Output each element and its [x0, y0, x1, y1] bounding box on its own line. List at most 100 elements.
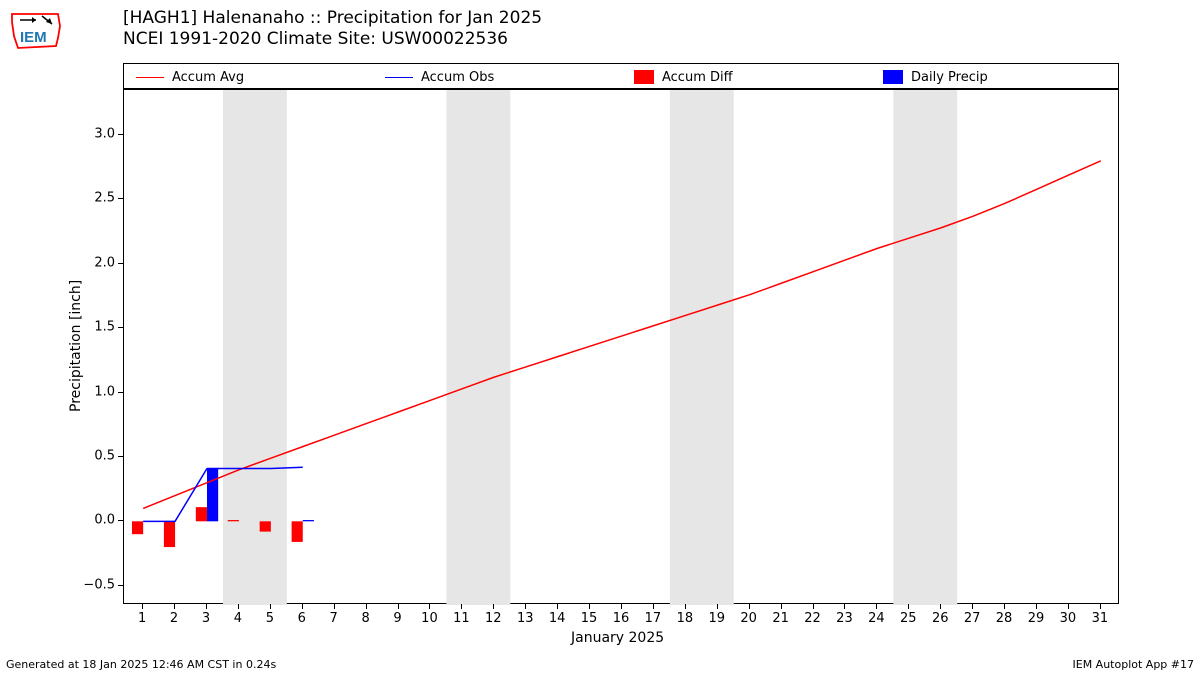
line-accum-avg — [143, 161, 1101, 509]
footer-left: Generated at 18 Jan 2025 12:46 AM CST in… — [6, 658, 276, 671]
legend-item: Accum Avg — [136, 66, 244, 88]
x-tick-mark — [876, 604, 877, 609]
x-tick-label: 26 — [932, 611, 949, 626]
x-tick-label: 7 — [330, 611, 338, 626]
bar-daily-precip — [303, 520, 314, 521]
y-tick-label: 0.0 — [83, 513, 115, 528]
y-tick-mark — [118, 520, 123, 521]
x-tick-label: 19 — [708, 611, 725, 626]
x-tick-label: 3 — [202, 611, 210, 626]
bar-accum-diff — [196, 507, 207, 521]
x-tick-label: 2 — [170, 611, 178, 626]
legend-label: Accum Diff — [662, 70, 733, 85]
x-tick-mark — [589, 604, 590, 609]
chart-root: { "meta": { "title_line1": "[HAGH1] Hale… — [0, 0, 1200, 675]
x-tick-mark — [398, 604, 399, 609]
legend-swatch-patch — [634, 70, 654, 84]
footer-right: IEM Autoplot App #17 — [1073, 658, 1195, 671]
x-tick-label: 22 — [804, 611, 821, 626]
x-tick-label: 6 — [298, 611, 306, 626]
bar-accum-diff — [164, 521, 175, 547]
x-tick-label: 12 — [485, 611, 502, 626]
x-tick-mark — [972, 604, 973, 609]
x-tick-label: 27 — [964, 611, 981, 626]
y-axis-label: Precipitation [inch] — [68, 279, 84, 411]
x-tick-mark — [238, 604, 239, 609]
x-tick-mark — [366, 604, 367, 609]
x-tick-mark — [1068, 604, 1069, 609]
x-tick-mark — [621, 604, 622, 609]
x-tick-mark — [717, 604, 718, 609]
x-tick-label: 8 — [361, 611, 369, 626]
svg-text:IEM: IEM — [20, 29, 47, 46]
x-tick-mark — [1004, 604, 1005, 609]
x-tick-mark — [334, 604, 335, 609]
y-tick-mark — [118, 392, 123, 393]
y-tick-mark — [118, 198, 123, 199]
x-tick-label: 21 — [772, 611, 789, 626]
x-tick-mark — [1100, 604, 1101, 609]
plot-area — [123, 89, 1119, 604]
x-tick-mark — [781, 604, 782, 609]
legend-item: Accum Diff — [634, 66, 733, 88]
x-tick-label: 31 — [1092, 611, 1109, 626]
x-tick-mark — [429, 604, 430, 609]
x-tick-mark — [206, 604, 207, 609]
y-tick-label: 3.0 — [83, 127, 115, 142]
x-tick-label: 13 — [517, 611, 534, 626]
x-tick-mark — [557, 604, 558, 609]
weekend-band — [893, 90, 957, 605]
y-tick-label: 0.5 — [83, 448, 115, 463]
x-tick-label: 24 — [868, 611, 885, 626]
y-tick-label: 2.0 — [83, 255, 115, 270]
bar-accum-diff — [132, 521, 143, 534]
x-tick-mark — [844, 604, 845, 609]
x-tick-mark — [813, 604, 814, 609]
legend: Accum Avg Accum Obs Accum Diff Daily Precip — [123, 63, 1119, 89]
bar-accum-diff — [228, 520, 239, 521]
x-tick-label: 10 — [421, 611, 438, 626]
y-tick-label: 2.5 — [83, 191, 115, 206]
x-tick-label: 18 — [677, 611, 694, 626]
y-tick-mark — [118, 585, 123, 586]
x-tick-mark — [685, 604, 686, 609]
legend-swatch-line — [136, 77, 164, 78]
x-tick-mark — [940, 604, 941, 609]
x-tick-label: 4 — [234, 611, 242, 626]
y-tick-label: 1.0 — [83, 384, 115, 399]
x-tick-label: 16 — [613, 611, 630, 626]
legend-item: Accum Obs — [385, 66, 494, 88]
x-tick-label: 5 — [266, 611, 274, 626]
x-tick-label: 25 — [900, 611, 917, 626]
x-axis-label: January 2025 — [571, 630, 664, 646]
y-tick-label: 1.5 — [83, 320, 115, 335]
chart-title: [HAGH1] Halenanaho :: Precipitation for … — [123, 8, 542, 51]
legend-item: Daily Precip — [883, 66, 988, 88]
bar-daily-precip — [207, 469, 218, 522]
x-tick-label: 23 — [836, 611, 853, 626]
y-tick-mark — [118, 134, 123, 135]
plot-svg — [124, 90, 1120, 605]
x-tick-mark — [525, 604, 526, 609]
legend-label: Accum Avg — [172, 70, 244, 85]
x-tick-label: 30 — [1060, 611, 1077, 626]
legend-swatch-line — [385, 77, 413, 78]
weekend-band — [670, 90, 734, 605]
y-tick-mark — [118, 456, 123, 457]
x-tick-mark — [461, 604, 462, 609]
x-tick-label: 15 — [581, 611, 598, 626]
bar-accum-diff — [292, 521, 303, 542]
x-tick-label: 14 — [549, 611, 566, 626]
iem-logo: IEM — [6, 8, 66, 53]
x-tick-label: 20 — [740, 611, 757, 626]
legend-swatch-patch — [883, 70, 903, 84]
y-tick-label: −0.5 — [83, 577, 115, 592]
title-line1: [HAGH1] Halenanaho :: Precipitation for … — [123, 8, 542, 29]
x-tick-mark — [749, 604, 750, 609]
x-tick-mark — [174, 604, 175, 609]
x-tick-mark — [270, 604, 271, 609]
x-tick-mark — [908, 604, 909, 609]
title-line2: NCEI 1991-2020 Climate Site: USW00022536 — [123, 29, 542, 50]
x-tick-label: 17 — [645, 611, 662, 626]
x-tick-label: 28 — [996, 611, 1013, 626]
